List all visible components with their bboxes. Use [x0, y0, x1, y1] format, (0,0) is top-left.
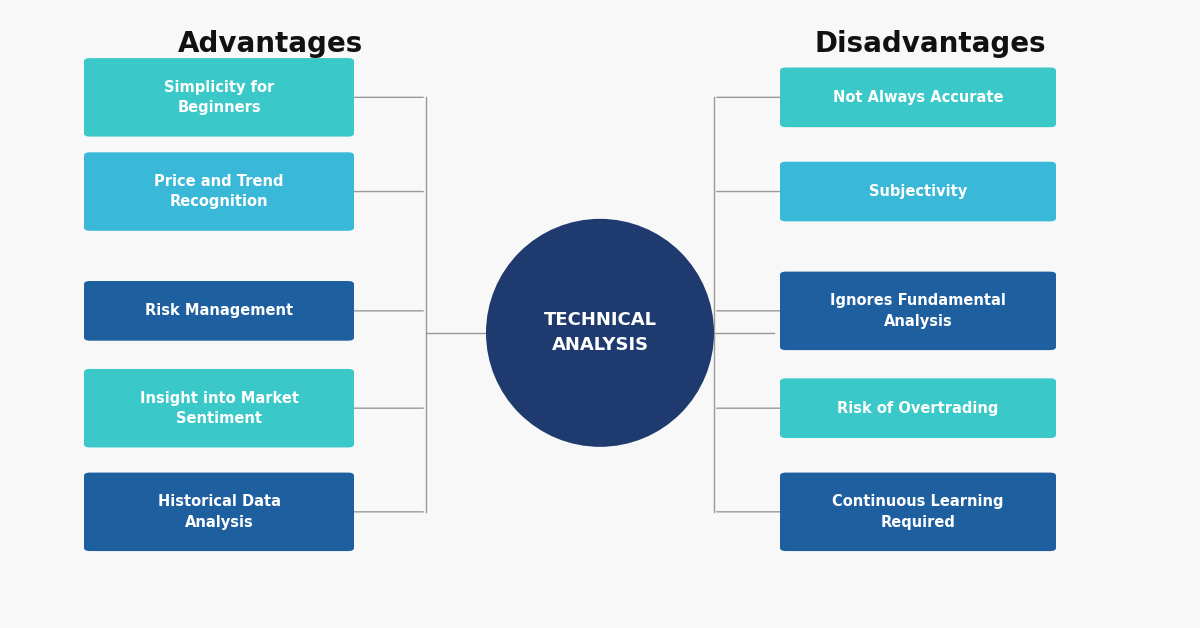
Text: Not Always Accurate: Not Always Accurate	[833, 90, 1003, 105]
FancyBboxPatch shape	[84, 153, 354, 231]
FancyBboxPatch shape	[84, 369, 354, 447]
Text: Simplicity for
Beginners: Simplicity for Beginners	[164, 80, 274, 115]
FancyBboxPatch shape	[780, 67, 1056, 127]
FancyBboxPatch shape	[780, 162, 1056, 221]
FancyBboxPatch shape	[780, 472, 1056, 551]
Text: Advantages: Advantages	[178, 30, 362, 58]
FancyBboxPatch shape	[780, 378, 1056, 438]
FancyBboxPatch shape	[780, 271, 1056, 350]
Text: Risk of Overtrading: Risk of Overtrading	[838, 401, 998, 416]
Text: Insight into Market
Sentiment: Insight into Market Sentiment	[139, 391, 299, 426]
Text: Subjectivity: Subjectivity	[869, 184, 967, 199]
FancyBboxPatch shape	[84, 472, 354, 551]
FancyBboxPatch shape	[84, 58, 354, 137]
Text: Price and Trend
Recognition: Price and Trend Recognition	[155, 174, 283, 209]
Text: TECHNICAL
ANALYSIS: TECHNICAL ANALYSIS	[544, 311, 656, 354]
Text: Disadvantages: Disadvantages	[814, 30, 1046, 58]
Ellipse shape	[486, 219, 714, 447]
Text: Risk Management: Risk Management	[145, 303, 293, 318]
Text: Ignores Fundamental
Analysis: Ignores Fundamental Analysis	[830, 293, 1006, 328]
Text: Continuous Learning
Required: Continuous Learning Required	[833, 494, 1003, 529]
FancyBboxPatch shape	[84, 281, 354, 340]
Text: Historical Data
Analysis: Historical Data Analysis	[157, 494, 281, 529]
